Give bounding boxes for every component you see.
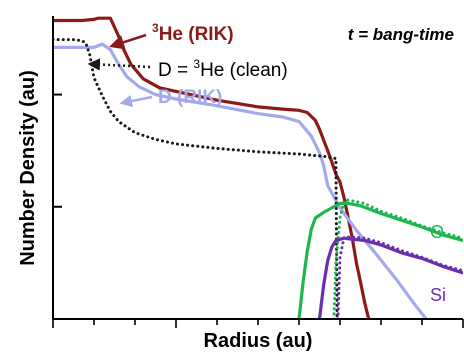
label-he3-rik-sup: 3 — [152, 21, 159, 35]
series-line-d-rik — [53, 42, 428, 319]
label-clean-sup: 3 — [193, 57, 200, 71]
label-clean-prefix: D = — [158, 60, 193, 81]
series-line-si-clean — [336, 235, 463, 319]
arrow-d-rik — [119, 94, 153, 108]
x-axis-title: Radius (au) — [204, 330, 313, 352]
arrow-clean — [87, 58, 151, 71]
label-si: Si — [430, 285, 446, 305]
label-o: O — [430, 222, 444, 242]
series-line-d-he-clean — [53, 38, 339, 319]
label-he3-rik-text: He (RIK) — [159, 24, 234, 45]
label-he3-rik: 3He (RIK) — [152, 21, 234, 45]
label-d-rik: D (RIK) — [158, 87, 222, 108]
label-clean: D = 3He (clean) — [158, 57, 288, 81]
annotation-text: t = bang-time — [348, 25, 454, 44]
label-clean-text: He (clean) — [200, 60, 288, 81]
y-axis-title: Number Density (au) — [17, 70, 39, 266]
series-line-si — [317, 236, 463, 319]
series-line-he-rik — [53, 16, 371, 319]
series-line-o-clean — [332, 198, 463, 319]
arrow-he3-rik — [109, 33, 147, 50]
